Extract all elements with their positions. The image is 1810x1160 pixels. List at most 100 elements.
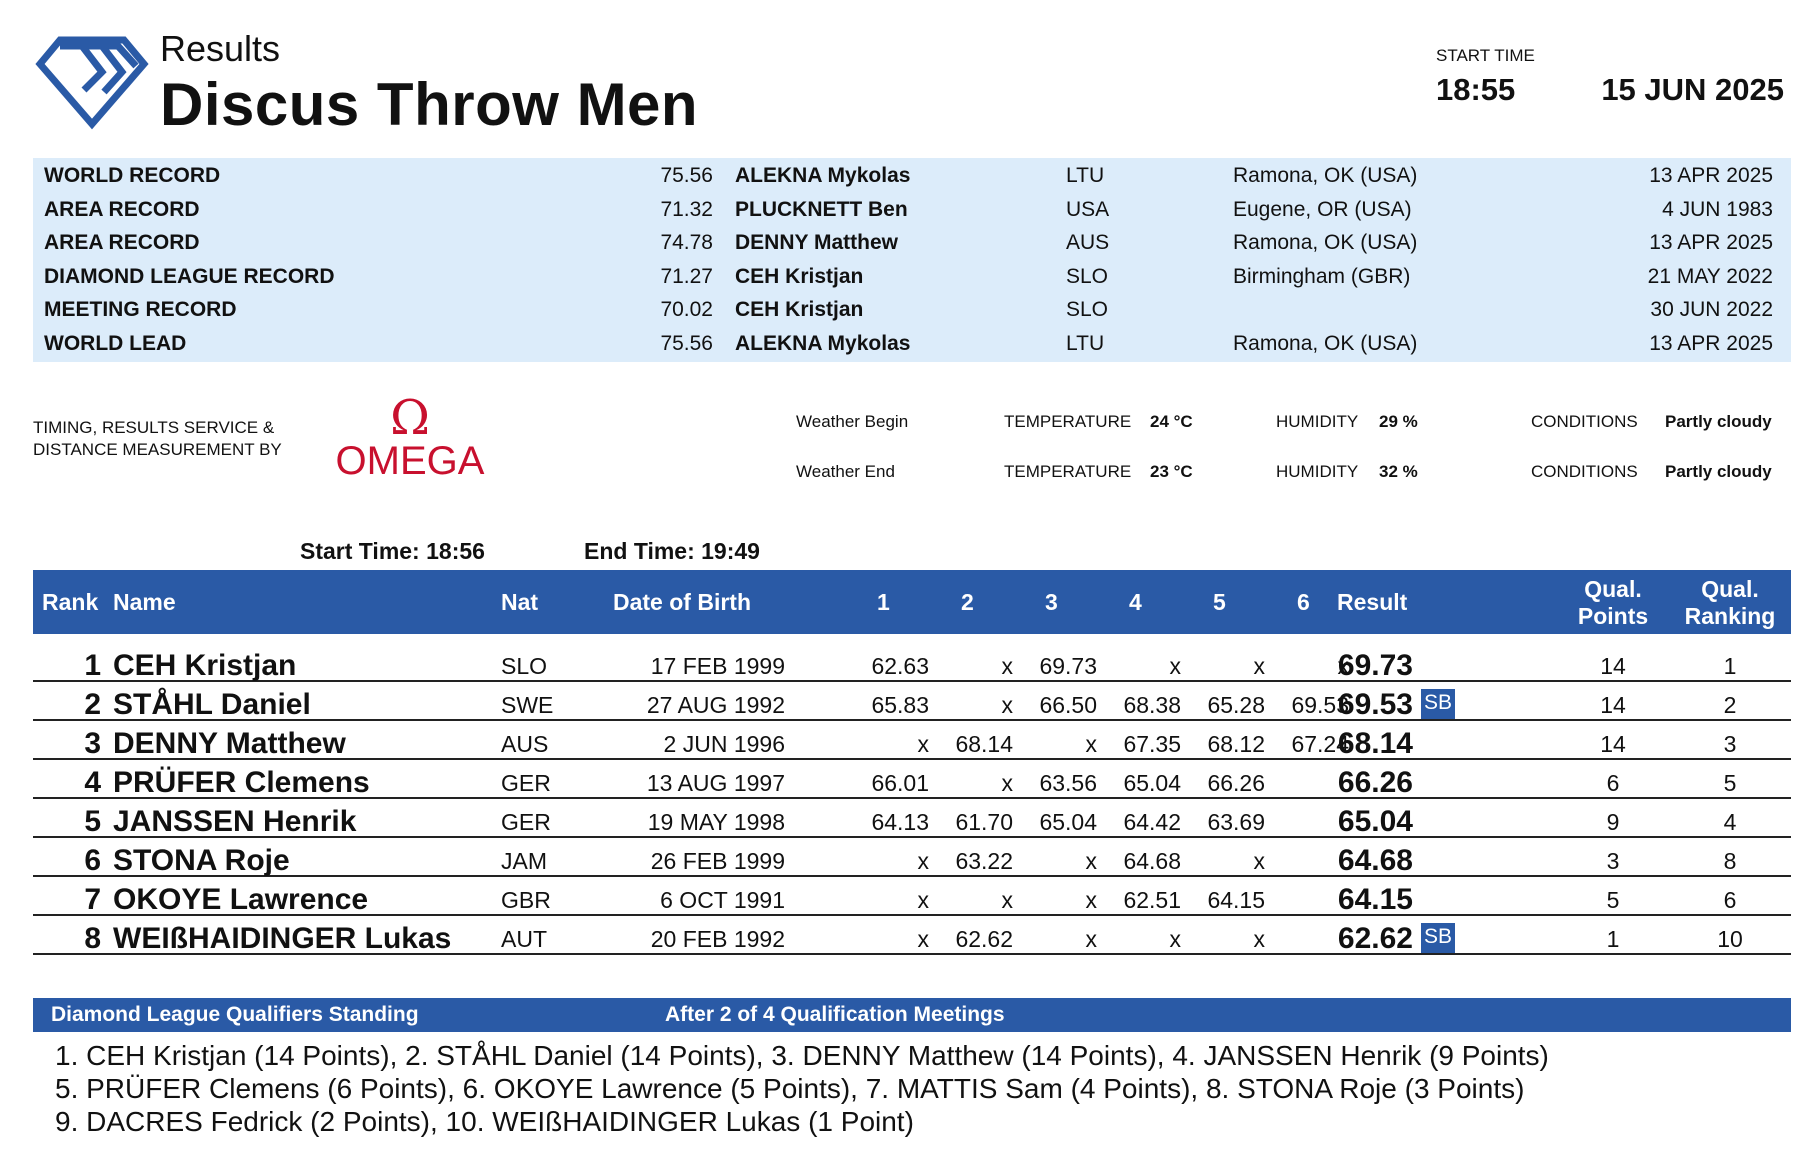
results-row: 1 CEH Kristjan SLO 17 FEB 1999 62.63 x 69.73 x x… (33, 641, 1791, 682)
conditions-value: Partly cloudy (1665, 412, 1772, 431)
athlete-result: 64.15 (1337, 883, 1413, 916)
attempt-3: x (1085, 926, 1098, 952)
athlete-name: DENNY Matthew (113, 727, 346, 760)
attempt-2: 62.62 (955, 926, 1013, 952)
athlete-rank: 2 (84, 688, 101, 721)
attempt-6: 69.53 (1291, 692, 1349, 718)
humidity-value: 29 % (1379, 412, 1418, 431)
athlete-dob: 2 JUN 1996 (663, 731, 785, 757)
conditions-label: CONDITIONS (1531, 462, 1638, 481)
attempt-6: 67.24 (1291, 731, 1349, 757)
record-mark: 74.78 (660, 231, 713, 254)
record-mark: 71.32 (660, 197, 713, 221)
record-venue: Ramona, OK (USA) (1233, 331, 1418, 355)
col-attempt-6: 6 (1297, 589, 1310, 615)
attempt-3: x (1085, 731, 1098, 757)
record-mark: 70.02 (660, 298, 713, 321)
attempt-1: 64.13 (871, 809, 929, 835)
qual-ranking: 5 (1723, 770, 1737, 796)
athlete-rank: 8 (84, 922, 101, 955)
record-athlete: DENNY Matthew (735, 231, 898, 254)
attempt-1: x (917, 848, 930, 874)
col-attempt-3: 3 (1045, 589, 1058, 615)
attempt-3: 63.56 (1039, 770, 1097, 796)
attempt-4: x (1169, 653, 1182, 679)
col-attempt-1: 1 (877, 589, 890, 615)
attempt-2: x (1001, 653, 1014, 679)
qual-points: 9 (1606, 809, 1620, 835)
results-row: 8 WEIßHAIDINGER Lukas AUT 20 FEB 1992 x 62.62… (33, 914, 1791, 955)
qualifiers-standing-bar: Diamond League Qualifiers Standing After… (33, 998, 1791, 1032)
records-table: WORLD RECORD 75.56 ALEKNA Mykolas LTU Ramona… (33, 158, 1791, 362)
col-qual-points: Qual. Points (1568, 576, 1658, 630)
record-row: AREA RECORD 74.78 DENNY Matthew AUS Ramona, … (33, 226, 1791, 260)
athlete-name: JANSSEN Henrik (113, 805, 357, 838)
standing-line: 5. PRÜFER Clemens (6 Points), 6. OKOYE L… (55, 1073, 1525, 1104)
event-start-time: Start Time: 18:56 (300, 538, 485, 564)
col-attempt-2: 2 (961, 589, 974, 615)
athlete-rank: 1 (84, 649, 101, 682)
record-nat: LTU (1066, 331, 1105, 355)
attempt-4: 68.38 (1123, 692, 1181, 718)
record-type: AREA RECORD (44, 231, 200, 254)
attempt-4: 64.68 (1123, 848, 1181, 874)
temperature-label: TEMPERATURE (1004, 462, 1132, 481)
attempt-2: x (1001, 770, 1014, 796)
event-date: 15 JUN 2025 (1601, 72, 1784, 107)
record-row: DIAMOND LEAGUE RECORD 71.27 CEH Kristjan SL… (33, 260, 1791, 294)
results-row: 5 JANSSEN Henrik GER 19 MAY 1998 64.13 61.70 6… (33, 797, 1791, 838)
col-qual-points-line2: Points (1577, 603, 1649, 629)
athlete-rank: 7 (84, 883, 101, 916)
results-row: 3 DENNY Matthew AUS 2 JUN 1996 x 68.14 x 67.35 6… (33, 719, 1791, 760)
season-best-badge: SB (1421, 923, 1456, 953)
qual-points: 6 (1606, 770, 1620, 796)
record-date: 13 APR 2025 (1649, 231, 1773, 254)
athlete-result: 69.73 (1337, 649, 1413, 682)
athlete-dob: 26 FEB 1999 (650, 848, 785, 874)
col-qual-ranking: Qual. Ranking (1675, 576, 1785, 630)
attempt-1: x (917, 887, 930, 913)
attempt-3: 65.04 (1039, 809, 1097, 835)
qual-ranking: 6 (1723, 887, 1737, 913)
attempt-2: 61.70 (955, 809, 1013, 835)
athlete-rank: 6 (84, 844, 101, 877)
qual-ranking: 10 (1717, 926, 1743, 952)
record-type: AREA RECORD (44, 197, 200, 221)
record-mark: 71.27 (660, 264, 713, 288)
start-time-label: START TIME (1436, 46, 1535, 65)
athlete-name: STONA Roje (113, 844, 290, 877)
record-athlete: CEH Kristjan (735, 298, 864, 321)
attempt-5: 68.12 (1207, 731, 1265, 757)
athlete-name: OKOYE Lawrence (113, 883, 369, 916)
attempt-5: 63.69 (1207, 809, 1265, 835)
attempt-4: 62.51 (1123, 887, 1181, 913)
athlete-dob: 19 MAY 1998 (647, 809, 785, 835)
omega-logo: Ω OMEGA (336, 396, 485, 480)
athlete-dob: 27 AUG 1992 (646, 692, 785, 718)
attempt-4: 64.42 (1123, 809, 1181, 835)
athlete-name: STÅHL Daniel (113, 688, 311, 721)
humidity-label: HUMIDITY (1276, 412, 1359, 431)
attempt-5: 65.28 (1207, 692, 1265, 718)
col-dob: Date of Birth (613, 589, 751, 615)
qual-points: 14 (1600, 653, 1626, 679)
athlete-result: 64.68 (1337, 844, 1413, 877)
event-end-time: End Time: 19:49 (584, 538, 760, 564)
athlete-nat: SLO (501, 653, 548, 679)
attempt-4: x (1169, 926, 1182, 952)
athlete-rank: 5 (84, 805, 101, 838)
svg-text:OMEGA: OMEGA (336, 439, 485, 480)
record-date: 21 MAY 2022 (1647, 264, 1773, 288)
col-rank: Rank (42, 589, 99, 615)
humidity-label: HUMIDITY (1276, 462, 1359, 481)
record-date: 4 JUN 1983 (1662, 197, 1773, 221)
weather-label: Weather Begin (796, 412, 909, 431)
qualifiers-standing-subtitle: After 2 of 4 Qualification Meetings (665, 1003, 1005, 1026)
standing-line: 9. DACRES Fedrick (2 Points), 10. WEIßHA… (55, 1106, 914, 1137)
col-nat: Nat (501, 589, 539, 615)
record-nat: AUS (1066, 231, 1110, 254)
diamond-league-logo (35, 36, 149, 130)
season-best-badge: SB (1421, 689, 1456, 719)
record-mark: 75.56 (660, 331, 713, 355)
start-time-value: 18:55 (1436, 72, 1516, 107)
